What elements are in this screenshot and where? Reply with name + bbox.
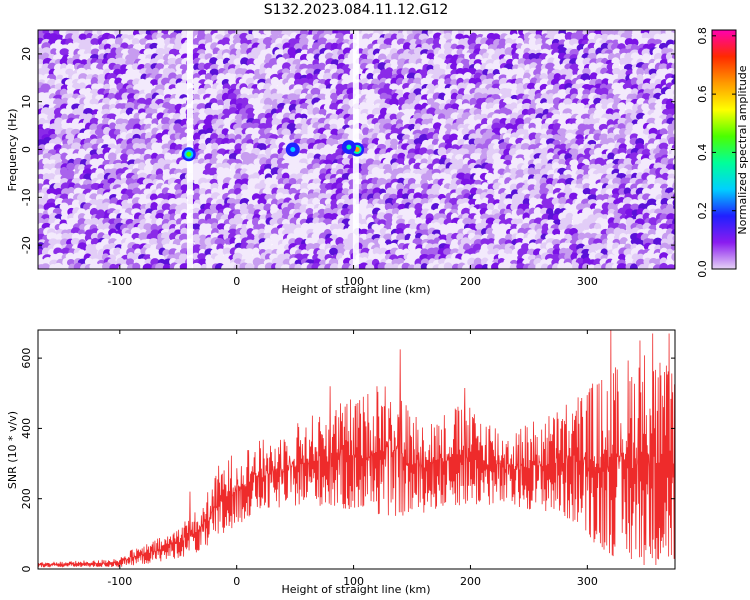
heatmap-cell-1954 [203,117,213,126]
heatmap-cell-114 [78,33,87,42]
heatmap-cell-517 [569,48,580,57]
heatmap-cell-1698 [595,102,604,111]
heatmap-cell-1702 [617,102,627,111]
heatmap-cell-647 [66,57,75,66]
heatmap-cell-806 [377,62,388,72]
heatmap-cell-1557 [388,98,400,107]
heatmap-cell-2136 [654,123,663,131]
heatmap-cell-885 [209,68,219,77]
heatmap-cell-142 [245,33,255,42]
heatmap-cell-1706 [641,103,650,111]
heatmap-cell-367 [312,42,321,52]
heatmap-cell-194 [557,33,568,42]
heatmap-cell-914 [385,67,394,76]
heatmap-cell-1656 [341,104,351,112]
heatmap-cell-952 [612,67,621,76]
heatmap-cell-825 [493,62,501,71]
heatmap-cell-1768 [371,107,383,117]
heatmap-cell-382 [402,42,412,52]
heatmap-cell-1880 [401,114,412,122]
heatmap-cell-230 [131,37,140,46]
heatmap-cell-2005 [510,117,518,126]
heatmap-cell-430 [50,48,58,56]
heatmap-cells [38,30,675,269]
heatmap-cell-611 [491,53,502,61]
heatmap-cell-212 [666,32,675,42]
heatmap-cell-2894 [66,162,76,171]
heatmap-cell-1360 [491,88,501,96]
heatmap-cell-818 [450,63,459,71]
heatmap-cell-657 [125,58,134,66]
heatmap-cell-2054 [161,123,172,132]
heatmap-cell-175 [443,32,453,41]
heatmap-cell-1154 [539,78,549,86]
heatmap-cell-331 [98,43,107,51]
heatmap-cell-1378 [599,87,609,97]
heatmap-cell-328 [78,42,89,51]
heatmap-cell-1259 [526,82,537,91]
figure-title: S132.2023.084.11.12.G12 [264,2,449,18]
heatmap-cell-498 [456,48,465,56]
heatmap-cell-664 [167,57,178,66]
heatmap-cell-437 [90,48,101,56]
heatmap-cell-1957 [223,117,233,126]
heatmap-cell-739 [619,57,628,66]
heatmap-cell-1134 [420,77,429,86]
heatmap-cell-1169 [630,77,639,87]
heatmap-cell-1507 [89,98,100,106]
heatmap-cell-614 [511,53,520,61]
heatmap-cell-822 [473,63,482,71]
heatmap-cell-1390 [672,89,675,96]
heatmap-cell-789 [276,62,285,71]
heatmap-cell-748 [674,60,675,66]
heatmap-cell-223 [90,38,100,46]
heatmap-cell-1311 [197,87,207,96]
heatmap-cell-258 [299,36,309,47]
heatmap-cell-1330 [310,87,321,97]
heatmap-cell-385 [421,43,430,51]
heatmap-cell-1536 [263,97,273,107]
heatmap-cell-1553 [365,98,375,106]
heatmap-cell-1089 [150,79,159,87]
heatmap-cell-991 [204,73,213,81]
heatmap-cell-1109 [270,76,280,87]
heatmap-cell-721 [512,58,520,67]
heatmap-cell-1503 [67,97,76,106]
heatmap-cell-874 [145,67,154,76]
heatmap-cell-1944 [143,118,154,126]
heatmap-cell-4075 [90,217,99,226]
heatmap-cell-227 [114,37,124,47]
heatmap-cell-816 [439,62,449,71]
heatmap-cell-448 [155,47,166,56]
heatmap-cell-1055 [589,72,599,81]
heatmap-cell-1727 [125,107,135,116]
heatmap-cell-1404 [114,92,124,101]
heatmap-cell-1362 [503,88,514,96]
heatmap-cell-1440 [330,92,338,101]
heatmap-cell-2045 [108,122,117,131]
heatmap-cell-432 [59,48,70,56]
heatmap-cell-1935 [89,117,100,126]
heatmap-cell-796 [317,62,327,72]
heatmap-cell-38 [263,30,274,36]
heatmap-cell-1325 [282,88,291,97]
heatmap-cell-245 [221,37,231,47]
heatmap-cell-776 [197,62,206,71]
heatmap-cell-370 [330,42,339,51]
heatmap-cell-1060 [617,72,627,81]
heatmap-cell-1818 [671,107,675,117]
